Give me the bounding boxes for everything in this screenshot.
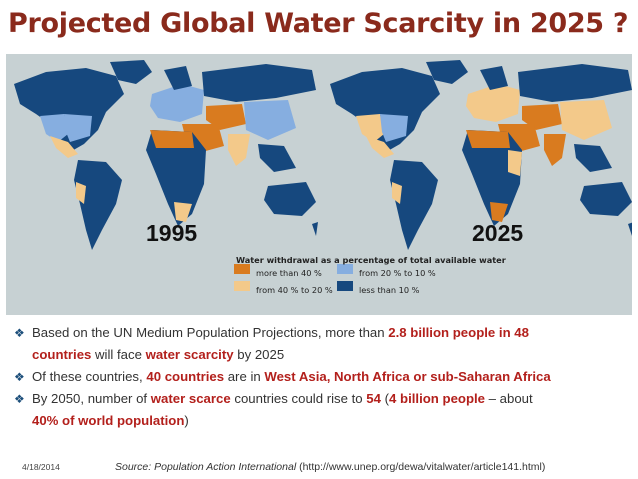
map-1995-central-asia bbox=[206, 104, 246, 130]
map-1995-china bbox=[244, 100, 296, 140]
legend-item-more-than-40: more than 40 % bbox=[240, 268, 322, 278]
source-label: Source: Population Action International bbox=[115, 461, 297, 473]
map-1995-north-africa bbox=[150, 130, 194, 148]
bullet-line: countries will face water scarcity by 20… bbox=[32, 344, 632, 366]
map-2025-usa-west bbox=[356, 114, 384, 142]
map-2025-southern-africa bbox=[490, 202, 508, 222]
map-1995-north-america bbox=[14, 68, 124, 152]
bullet-line: Of these countries, 40 countries are in … bbox=[32, 366, 632, 388]
map-1995-se-asia bbox=[258, 144, 296, 172]
source-url: (http://www.unep.org/dewa/vitalwater/art… bbox=[296, 461, 546, 473]
legend-label: more than 40 % bbox=[256, 268, 322, 278]
map-2025-north-africa bbox=[466, 130, 510, 148]
map-1995-europe bbox=[150, 84, 204, 122]
map-2025-central-asia bbox=[522, 104, 562, 130]
map-2025-south-america bbox=[390, 160, 438, 250]
year-label-1995: 1995 bbox=[146, 220, 198, 246]
legend-swatch-orange bbox=[234, 264, 250, 274]
map-1995-australia bbox=[264, 182, 316, 216]
bullet-line: Based on the UN Medium Population Projec… bbox=[32, 322, 632, 344]
map-2025-north-america bbox=[330, 68, 440, 152]
map-1995-greenland bbox=[110, 60, 152, 84]
map-1995-mexico bbox=[50, 136, 78, 158]
map-2025-usa-east bbox=[380, 114, 408, 142]
bullet-highlight: countries bbox=[32, 347, 92, 362]
legend-item-less-than-10: less than 10 % bbox=[343, 285, 419, 295]
map-1995-new-zealand bbox=[312, 222, 318, 236]
bullet-highlight: water scarcity bbox=[145, 347, 234, 362]
map-2025-australia bbox=[580, 182, 632, 216]
map-2025-africa bbox=[462, 130, 522, 226]
map-1995-middle-east bbox=[182, 124, 224, 152]
footer-source: Source: Population Action International … bbox=[115, 461, 545, 473]
year-label-2025: 2025 bbox=[472, 220, 524, 246]
legend-label: from 40 % to 20 % bbox=[256, 285, 333, 295]
map-1995-india bbox=[228, 134, 250, 166]
bullet-text: – about bbox=[485, 391, 533, 406]
map-2025-peru bbox=[392, 182, 402, 204]
map-1995-scandinavia bbox=[164, 66, 192, 90]
map-1995-russia bbox=[202, 64, 316, 102]
bullet-text: by 2025 bbox=[233, 347, 285, 362]
map-2025-russia bbox=[518, 64, 632, 102]
slide-title: Projected Global Water Scarcity in 2025 … bbox=[8, 8, 629, 39]
bullet-list: ❖ Based on the UN Medium Population Proj… bbox=[14, 322, 632, 432]
map-1995-usa-east bbox=[64, 114, 92, 142]
bullet-line: By 2050, number of water scarce countrie… bbox=[32, 388, 632, 410]
bullet-text: Based on the UN Medium Population Projec… bbox=[32, 325, 389, 340]
diamond-bullet-icon: ❖ bbox=[14, 392, 25, 406]
bullet-item: ❖ Based on the UN Medium Population Proj… bbox=[14, 322, 632, 366]
map-2025-europe bbox=[466, 84, 520, 122]
diamond-bullet-icon: ❖ bbox=[14, 370, 25, 384]
bullet-text: ) bbox=[184, 413, 189, 428]
world-maps-illustration bbox=[14, 60, 632, 304]
map-2025-east-africa bbox=[508, 150, 522, 176]
legend-item-40-to-20: from 40 % to 20 % bbox=[240, 285, 333, 295]
bullet-highlight: water scarce bbox=[150, 391, 231, 406]
legend-item-20-to-10: from 20 % to 10 % bbox=[343, 268, 436, 278]
diamond-bullet-icon: ❖ bbox=[14, 326, 25, 340]
legend-title: Water withdrawal as a percentage of tota… bbox=[236, 255, 506, 265]
map-1995-southern-africa bbox=[174, 202, 192, 222]
map-2025 bbox=[330, 60, 632, 250]
bullet-text: Of these countries, bbox=[32, 369, 147, 384]
bullet-text: ( bbox=[380, 391, 390, 406]
map-2025-se-asia bbox=[574, 144, 612, 172]
bullet-highlight: 40 countries bbox=[146, 369, 225, 384]
legend-swatch-tan bbox=[234, 281, 250, 291]
bullet-text: By 2050, number of bbox=[32, 391, 151, 406]
legend-label: from 20 % to 10 % bbox=[359, 268, 436, 278]
footer-date: 4/18/2014 bbox=[22, 462, 60, 472]
map-2025-scandinavia bbox=[480, 66, 508, 90]
bullet-highlight: West Asia, North Africa or sub-Saharan A… bbox=[264, 369, 551, 384]
map-2025-middle-east bbox=[498, 124, 540, 152]
map-1995 bbox=[14, 60, 318, 250]
legend-swatch-lightblue bbox=[337, 264, 353, 274]
bullet-highlight: 54 bbox=[366, 391, 381, 406]
bullet-item: ❖ By 2050, number of water scarce countr… bbox=[14, 388, 632, 432]
bullet-highlight: 4 billion people bbox=[389, 391, 486, 406]
bullet-text: are in bbox=[224, 369, 265, 384]
legend-box bbox=[228, 250, 454, 304]
map-2025-new-zealand bbox=[628, 222, 632, 236]
bullet-text: will face bbox=[91, 347, 146, 362]
bullet-item: ❖ Of these countries, 40 countries are i… bbox=[14, 366, 632, 388]
map-1995-south-america bbox=[74, 160, 122, 250]
map-2025-greenland bbox=[426, 60, 468, 84]
bullet-line: 40% of world population) bbox=[32, 410, 632, 432]
bullet-highlight: 40% of world population bbox=[32, 413, 185, 428]
map-1995-peru bbox=[76, 182, 86, 204]
legend-label: less than 10 % bbox=[359, 285, 420, 295]
water-scarcity-figure: 1995 2025 Water withdrawal as a percenta… bbox=[6, 54, 632, 315]
map-2025-mexico bbox=[366, 136, 394, 158]
map-1995-africa bbox=[146, 130, 206, 226]
bullet-highlight: 2.8 billion people in 48 bbox=[388, 325, 529, 340]
legend-swatch-darkblue bbox=[337, 281, 353, 291]
map-2025-china bbox=[560, 100, 612, 140]
map-2025-india bbox=[544, 134, 566, 166]
bullet-text: countries could rise to bbox=[230, 391, 367, 406]
map-1995-usa-west bbox=[40, 114, 68, 142]
